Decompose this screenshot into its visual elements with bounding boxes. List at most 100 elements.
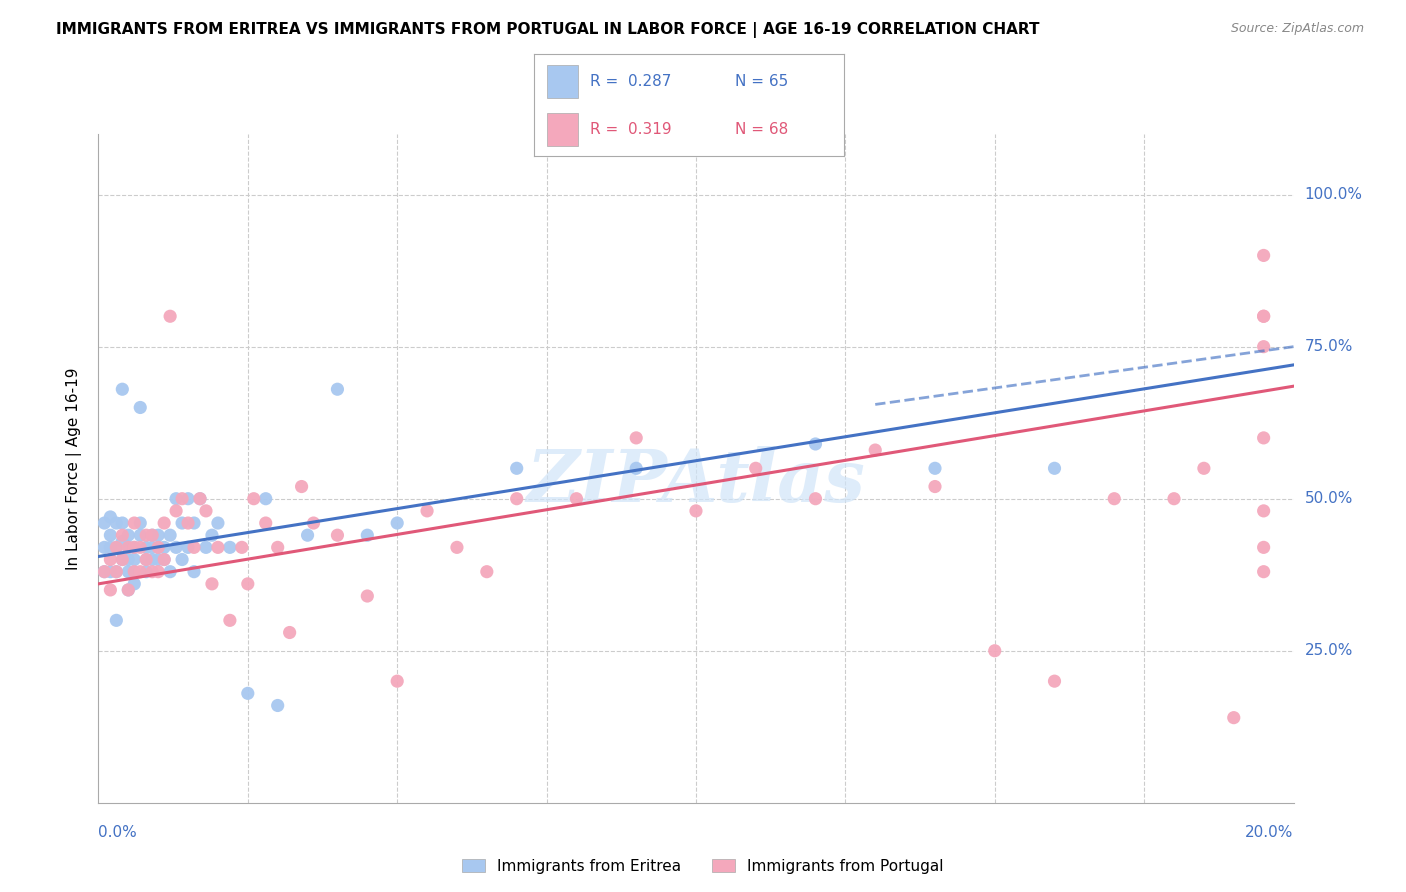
Text: 25.0%: 25.0% — [1305, 643, 1353, 658]
Point — [201, 577, 224, 591]
Point — [254, 516, 277, 530]
Point — [141, 541, 163, 555]
Point — [924, 461, 946, 475]
Point — [135, 552, 157, 566]
Point — [924, 479, 946, 493]
Point — [804, 437, 827, 451]
Point — [236, 577, 259, 591]
Point — [177, 491, 200, 506]
Point — [135, 565, 157, 579]
Text: N = 65: N = 65 — [735, 74, 789, 88]
Point — [165, 541, 187, 555]
Point — [93, 565, 115, 579]
Point — [117, 528, 139, 542]
Point — [1253, 431, 1275, 445]
Point — [141, 565, 163, 579]
Point — [105, 565, 128, 579]
Point — [278, 625, 301, 640]
Point — [267, 698, 290, 713]
Point — [172, 516, 194, 530]
Point — [148, 541, 170, 555]
Point — [326, 528, 349, 542]
Text: N = 68: N = 68 — [735, 122, 789, 137]
Point — [141, 552, 163, 566]
Point — [356, 528, 378, 542]
Point — [105, 613, 128, 627]
Point — [565, 491, 588, 506]
Text: Source: ZipAtlas.com: Source: ZipAtlas.com — [1230, 22, 1364, 36]
Point — [1253, 310, 1275, 324]
Point — [983, 644, 1005, 658]
Point — [745, 461, 768, 475]
Point — [207, 541, 229, 555]
Point — [231, 541, 253, 555]
Point — [194, 504, 218, 518]
Text: 50.0%: 50.0% — [1305, 491, 1353, 506]
Point — [93, 565, 115, 579]
Point — [685, 504, 707, 518]
Point — [124, 516, 146, 530]
Point — [124, 541, 146, 555]
Text: R =  0.287: R = 0.287 — [591, 74, 671, 88]
Point — [117, 541, 139, 555]
Point — [207, 516, 229, 530]
Point — [148, 528, 170, 542]
Point — [219, 541, 242, 555]
Point — [141, 528, 163, 542]
Point — [159, 565, 181, 579]
Point — [326, 382, 349, 396]
Point — [183, 516, 205, 530]
Point — [117, 582, 139, 597]
Point — [219, 613, 242, 627]
Text: IMMIGRANTS FROM ERITREA VS IMMIGRANTS FROM PORTUGAL IN LABOR FORCE | AGE 16-19 C: IMMIGRANTS FROM ERITREA VS IMMIGRANTS FR… — [56, 22, 1040, 38]
Point — [201, 528, 224, 542]
Point — [1043, 674, 1066, 689]
Point — [111, 552, 134, 566]
Point — [1253, 504, 1275, 518]
Point — [243, 491, 266, 506]
Point — [111, 528, 134, 542]
Point — [165, 504, 187, 518]
Point — [506, 491, 529, 506]
Text: ZIPAtlas: ZIPAtlas — [527, 446, 865, 517]
Point — [172, 491, 194, 506]
Point — [129, 541, 152, 555]
Point — [159, 528, 181, 542]
Point — [624, 431, 647, 445]
Point — [129, 516, 152, 530]
Point — [177, 516, 200, 530]
Point — [124, 552, 146, 566]
Point — [1043, 461, 1066, 475]
Point — [153, 516, 176, 530]
Text: 20.0%: 20.0% — [1246, 825, 1294, 840]
Point — [117, 565, 139, 579]
Point — [267, 541, 290, 555]
Point — [183, 565, 205, 579]
Point — [124, 577, 146, 591]
Point — [159, 310, 181, 324]
Point — [188, 491, 211, 506]
Point — [446, 541, 468, 555]
Point — [124, 565, 146, 579]
Point — [124, 565, 146, 579]
Point — [111, 534, 134, 549]
Point — [117, 582, 139, 597]
Point — [135, 541, 157, 555]
Point — [1253, 310, 1275, 324]
Point — [93, 541, 115, 555]
Legend: Immigrants from Eritrea, Immigrants from Portugal: Immigrants from Eritrea, Immigrants from… — [456, 853, 950, 880]
Point — [290, 479, 312, 493]
Point — [153, 552, 176, 566]
Point — [475, 565, 498, 579]
Point — [172, 552, 194, 566]
Point — [194, 541, 218, 555]
Point — [177, 541, 200, 555]
Point — [141, 528, 163, 542]
Point — [98, 510, 122, 524]
Point — [385, 674, 409, 689]
Point — [165, 491, 187, 506]
Point — [105, 565, 128, 579]
Text: R =  0.319: R = 0.319 — [591, 122, 672, 137]
Point — [124, 541, 146, 555]
Point — [98, 552, 122, 566]
